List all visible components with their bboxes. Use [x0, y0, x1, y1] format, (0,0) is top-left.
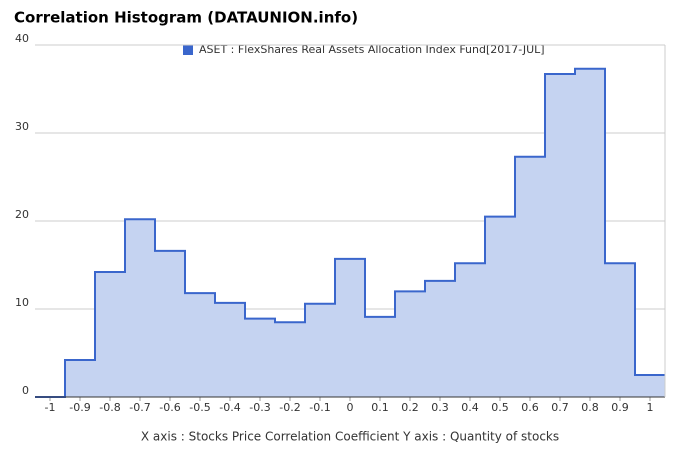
- x-tick-label: -0.4: [219, 401, 240, 414]
- step-bin: [65, 360, 95, 397]
- y-tick-label: 40: [15, 32, 29, 45]
- step-bin: [335, 258, 365, 397]
- x-tick-label: -0.3: [249, 401, 270, 414]
- x-tick-label: 0.7: [551, 401, 569, 414]
- x-tick-label: 0.3: [431, 401, 449, 414]
- x-tick-label: -0.7: [129, 401, 150, 414]
- step-bin: [395, 291, 425, 397]
- y-tick-label: 10: [15, 296, 29, 309]
- x-tick-label: -0.5: [189, 401, 210, 414]
- x-tick-label: 0.6: [521, 401, 539, 414]
- step-bin: [455, 263, 485, 397]
- step-bin: [215, 302, 245, 397]
- step-bin: [545, 74, 575, 397]
- y-tick-label: 30: [15, 120, 29, 133]
- x-tick-label: 0.9: [611, 401, 629, 414]
- y-tick-label: 20: [15, 208, 29, 221]
- legend-label: ASET : FlexShares Real Assets Allocation…: [199, 43, 545, 56]
- x-tick-label: -0.9: [69, 401, 90, 414]
- step-bin: [125, 219, 155, 397]
- x-tick-label: -1: [45, 401, 56, 414]
- step-bin: [515, 156, 545, 397]
- step-bin: [605, 263, 635, 397]
- step-bin: [305, 303, 335, 397]
- x-tick-label: 1: [647, 401, 654, 414]
- step-bin: [365, 316, 395, 397]
- x-tick-label: -0.8: [99, 401, 120, 414]
- x-tick-label: 0: [347, 401, 354, 414]
- x-axis-label: X axis : Stocks Price Correlation Coeffi…: [141, 430, 559, 444]
- x-tick-label: 0.8: [581, 401, 599, 414]
- x-tick-label: -0.6: [159, 401, 180, 414]
- step-bin: [95, 272, 125, 397]
- step-bin: [485, 216, 515, 397]
- step-bin: [275, 322, 305, 397]
- x-tick-label: -0.1: [309, 401, 330, 414]
- x-tick-label: 0.1: [371, 401, 389, 414]
- step-bin: [185, 293, 215, 397]
- step-outline: [35, 67, 665, 398]
- y-tick-label: 0: [22, 384, 29, 397]
- step-bin: [425, 280, 455, 397]
- step-bin: [155, 250, 185, 397]
- chart-title: Correlation Histogram (DATAUNION.info): [14, 9, 358, 27]
- x-tick-label: 0.2: [401, 401, 419, 414]
- step-bin: [245, 318, 275, 397]
- step-bin: [575, 68, 605, 397]
- x-tick-label: 0.4: [461, 401, 479, 414]
- step-bin: [635, 375, 665, 397]
- legend-swatch: [183, 45, 193, 55]
- x-tick-label: 0.5: [491, 401, 509, 414]
- x-tick-label: -0.2: [279, 401, 300, 414]
